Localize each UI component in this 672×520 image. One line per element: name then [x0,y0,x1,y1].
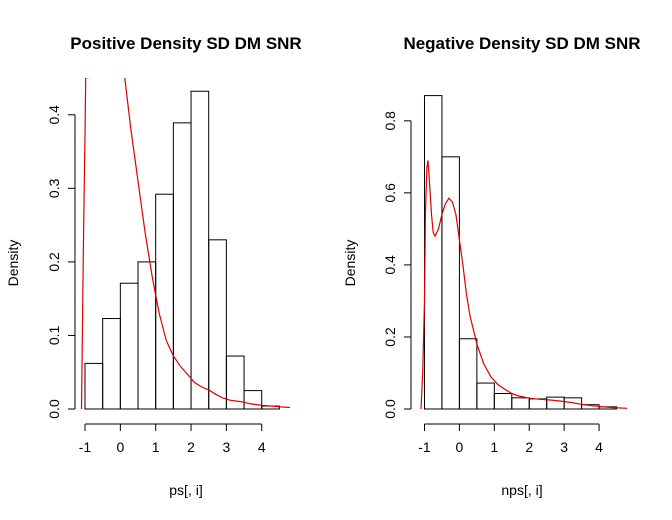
x-axis-label: nps[, i] [501,482,542,498]
y-axis-label: Density [5,240,21,287]
histogram-bar [458,338,478,410]
negative-density-panel: Negative Density SD DM SNR nps[, i] Dens… [342,34,641,498]
x-tick-label: 3 [222,439,230,455]
positive-density-panel: Positive Density SD DM SNR ps[, i] Densi… [5,34,302,498]
x-axis-label: ps[, i] [169,482,202,498]
histogram-bar [511,397,530,410]
y-tick-label: 0.6 [382,183,398,203]
histogram-bar [172,122,192,410]
y-tick-label: 0.4 [46,105,62,125]
x-tick-label: 4 [595,439,603,455]
plot-area: -1 0 1 2 3 4 0.0 0.1 0.2 0.3 0.4 [46,78,291,455]
chart-title: Positive Density SD DM SNR [70,34,301,53]
histogram-bar [102,318,121,410]
histogram-bar [441,156,460,410]
x-tick-label: 4 [258,439,266,455]
x-tick-label: 0 [456,439,464,455]
y-tick-label: 0.1 [46,326,62,346]
histogram-bar [423,95,443,410]
x-tick-label: 1 [490,439,498,455]
chart-title: Negative Density SD DM SNR [403,34,640,53]
density-curve [80,78,291,410]
histogram-bar [476,382,495,410]
x-tick-label: 0 [116,439,124,455]
y-tick-label: 0.2 [382,327,398,347]
y-tick-label: 0.2 [46,252,62,272]
x-tick-label: 3 [560,439,568,455]
histogram-bar [190,90,210,410]
y-tick-label: 0.4 [382,255,398,275]
histogram-bar [243,390,263,410]
x-tick-label: 2 [187,439,195,455]
histogram-bar [84,362,104,410]
histogram-bar [208,239,227,410]
histogram-bar [493,393,513,410]
histogram-bar [546,396,565,410]
x-tick-label: -1 [79,439,92,455]
x-tick-label: 1 [152,439,160,455]
plot-area: -1 0 1 2 3 4 0.0 0.2 0.4 0.6 0.8 [382,95,628,455]
histogram-bar [155,193,174,410]
histogram-bar [563,397,583,410]
y-tick-label: 0.8 [382,111,398,131]
histogram-bar [225,355,245,410]
histogram-bar [119,282,139,410]
x-tick-label: -1 [418,439,431,455]
y-tick-label: 0.3 [46,178,62,198]
y-tick-label: 0.0 [46,399,62,419]
y-axis-label: Density [342,240,358,287]
y-tick-label: 0.0 [382,399,398,419]
histogram-bar [528,398,548,410]
density-curve [420,160,628,410]
x-tick-label: 2 [525,439,533,455]
